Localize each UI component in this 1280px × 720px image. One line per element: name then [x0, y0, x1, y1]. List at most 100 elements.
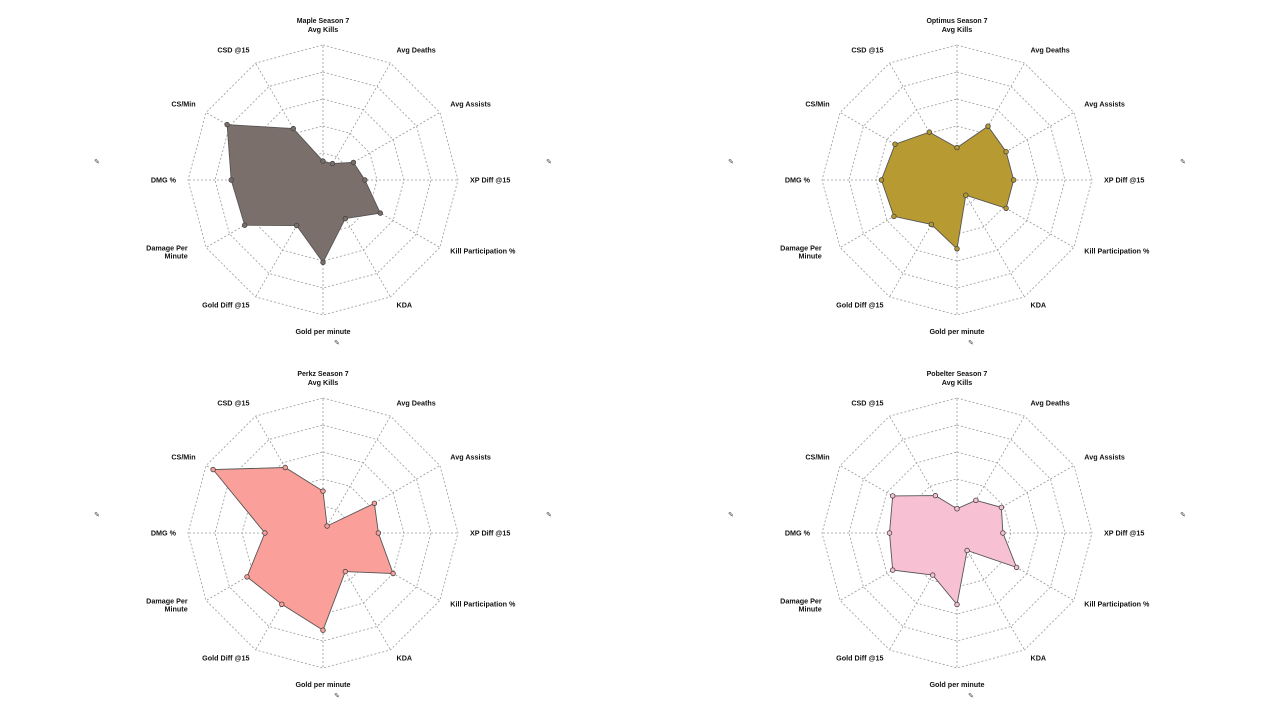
axis-spoke [322, 415, 391, 534]
data-point-dmg- [886, 530, 893, 536]
pin-icon: ✎ [968, 693, 974, 700]
axis-spoke [255, 415, 324, 534]
data-point-avg-assists [371, 500, 378, 506]
chart-title: Maple Season 7 [297, 18, 350, 25]
axis-label: KDA [1031, 300, 1047, 309]
axis-label: CSD @15 [851, 46, 883, 55]
axis-label: Gold per minute [295, 327, 350, 336]
axis-spoke [322, 532, 391, 651]
axis-label: DMG % [785, 529, 811, 538]
data-point-avg-kills [954, 506, 960, 512]
data-point-avg-deaths [973, 497, 979, 503]
data-point-csd-15 [932, 492, 939, 499]
axis-spoke [889, 179, 958, 298]
data-point-avg-assists [998, 504, 1005, 511]
chart-title: Optimus Season 7 [926, 18, 987, 25]
axis-spoke [889, 415, 958, 534]
axis-label: Avg Deaths [397, 399, 436, 408]
pin-icon: ✎ [1180, 512, 1186, 519]
axis-label: XP Diff @15 [1104, 176, 1144, 185]
axis-label: Kill Participation % [450, 600, 516, 609]
axis-label: Avg Assists [1084, 100, 1125, 109]
pin-icon: ✎ [94, 512, 100, 519]
axis-label: Gold per minute [929, 680, 984, 689]
axis-spoke [889, 62, 958, 181]
data-point-kill-participation- [390, 570, 396, 577]
data-point-kill-participation- [377, 210, 383, 216]
axis-label: CSD @15 [217, 399, 249, 408]
axis-label: Gold Diff @15 [836, 653, 883, 662]
axis-label: Gold Diff @15 [836, 300, 883, 309]
series-area [880, 125, 1015, 250]
data-point-gold-diff-15 [294, 222, 300, 229]
data-point-kda [342, 568, 348, 575]
data-point-avg-kills [320, 158, 326, 164]
data-point-cs-min [210, 466, 216, 473]
data-point-kill-participation- [1003, 205, 1009, 211]
axis-spoke [956, 179, 1025, 298]
data-point-avg-assists [350, 159, 357, 166]
data-point-damage-per-minute [244, 574, 250, 580]
axis-spoke [322, 62, 391, 181]
axis-spoke [956, 179, 1075, 248]
data-point-kill-participation- [1013, 564, 1020, 571]
axis-label: Gold Diff @15 [202, 300, 249, 309]
axis-spoke [889, 532, 958, 651]
axis-spoke [255, 179, 324, 298]
radar-chart-2: Avg Kills Avg Deaths Avg Assists XP Diff @1… [728, 18, 1186, 347]
axis-label: Damage Per Minute [146, 244, 188, 261]
chart-title: Perkz Season 7 [297, 371, 348, 378]
axis-label: CS/Min [171, 453, 195, 462]
axis-spoke [839, 112, 958, 181]
radar-chart-1: Avg Kills Avg Deaths Avg Assists XP Diff @1… [94, 18, 552, 347]
axis-spoke [255, 62, 324, 181]
data-point-avg-assists [1003, 148, 1009, 155]
series-area [212, 467, 394, 631]
data-point-gold-per-minute [954, 601, 960, 608]
data-point-cs-min [892, 141, 898, 147]
axis-label: Damage Per Minute [780, 597, 822, 614]
data-point-avg-deaths [985, 123, 991, 129]
axis-label: Gold per minute [295, 680, 350, 689]
data-point-csd-15 [290, 125, 296, 132]
axis-label: Avg Deaths [1031, 46, 1070, 55]
axis-spoke [322, 179, 391, 298]
data-point-gold-diff-15 [930, 572, 936, 578]
axis-label: Kill Participation % [1084, 247, 1150, 256]
data-point-csd-15 [926, 129, 932, 135]
pin-icon: ✎ [334, 693, 340, 700]
axis-label: CSD @15 [217, 46, 249, 55]
data-point-gold-per-minute [320, 627, 326, 633]
axis-label: DMG % [785, 176, 811, 185]
axis-label: Kill Participation % [1084, 600, 1150, 609]
axis-spoke [322, 532, 441, 601]
data-point-cs-min [890, 493, 896, 499]
axis-label: DMG % [151, 176, 177, 185]
axis-label: Avg Deaths [1031, 399, 1070, 408]
data-point-xp-diff-15 [362, 177, 368, 183]
data-point-damage-per-minute [891, 213, 897, 220]
data-point-avg-kills [320, 488, 326, 494]
pin-icon: ✎ [1180, 159, 1186, 166]
axis-spoke [956, 532, 1025, 651]
data-point-gold-per-minute [320, 259, 326, 266]
axis-label: Avg Assists [450, 100, 491, 109]
axis-spoke [956, 465, 1075, 534]
data-point-avg-kills [954, 144, 960, 151]
data-point-damage-per-minute [241, 222, 248, 228]
axis-label: Avg Deaths [397, 46, 436, 55]
axis-spoke [956, 532, 1075, 601]
pin-icon: ✎ [94, 159, 100, 166]
axis-spoke [839, 465, 958, 534]
axis-label: Damage Per Minute [146, 597, 188, 614]
axis-spoke [322, 112, 441, 181]
axis-spoke [956, 112, 1075, 181]
data-point-csd-15 [282, 464, 288, 471]
axis-spoke [956, 415, 1025, 534]
axis-spoke [839, 179, 958, 248]
axis-label: KDA [1031, 653, 1047, 662]
data-point-damage-per-minute [890, 567, 896, 573]
axis-spoke [205, 179, 324, 248]
axis-label: Avg Kills [942, 25, 973, 34]
